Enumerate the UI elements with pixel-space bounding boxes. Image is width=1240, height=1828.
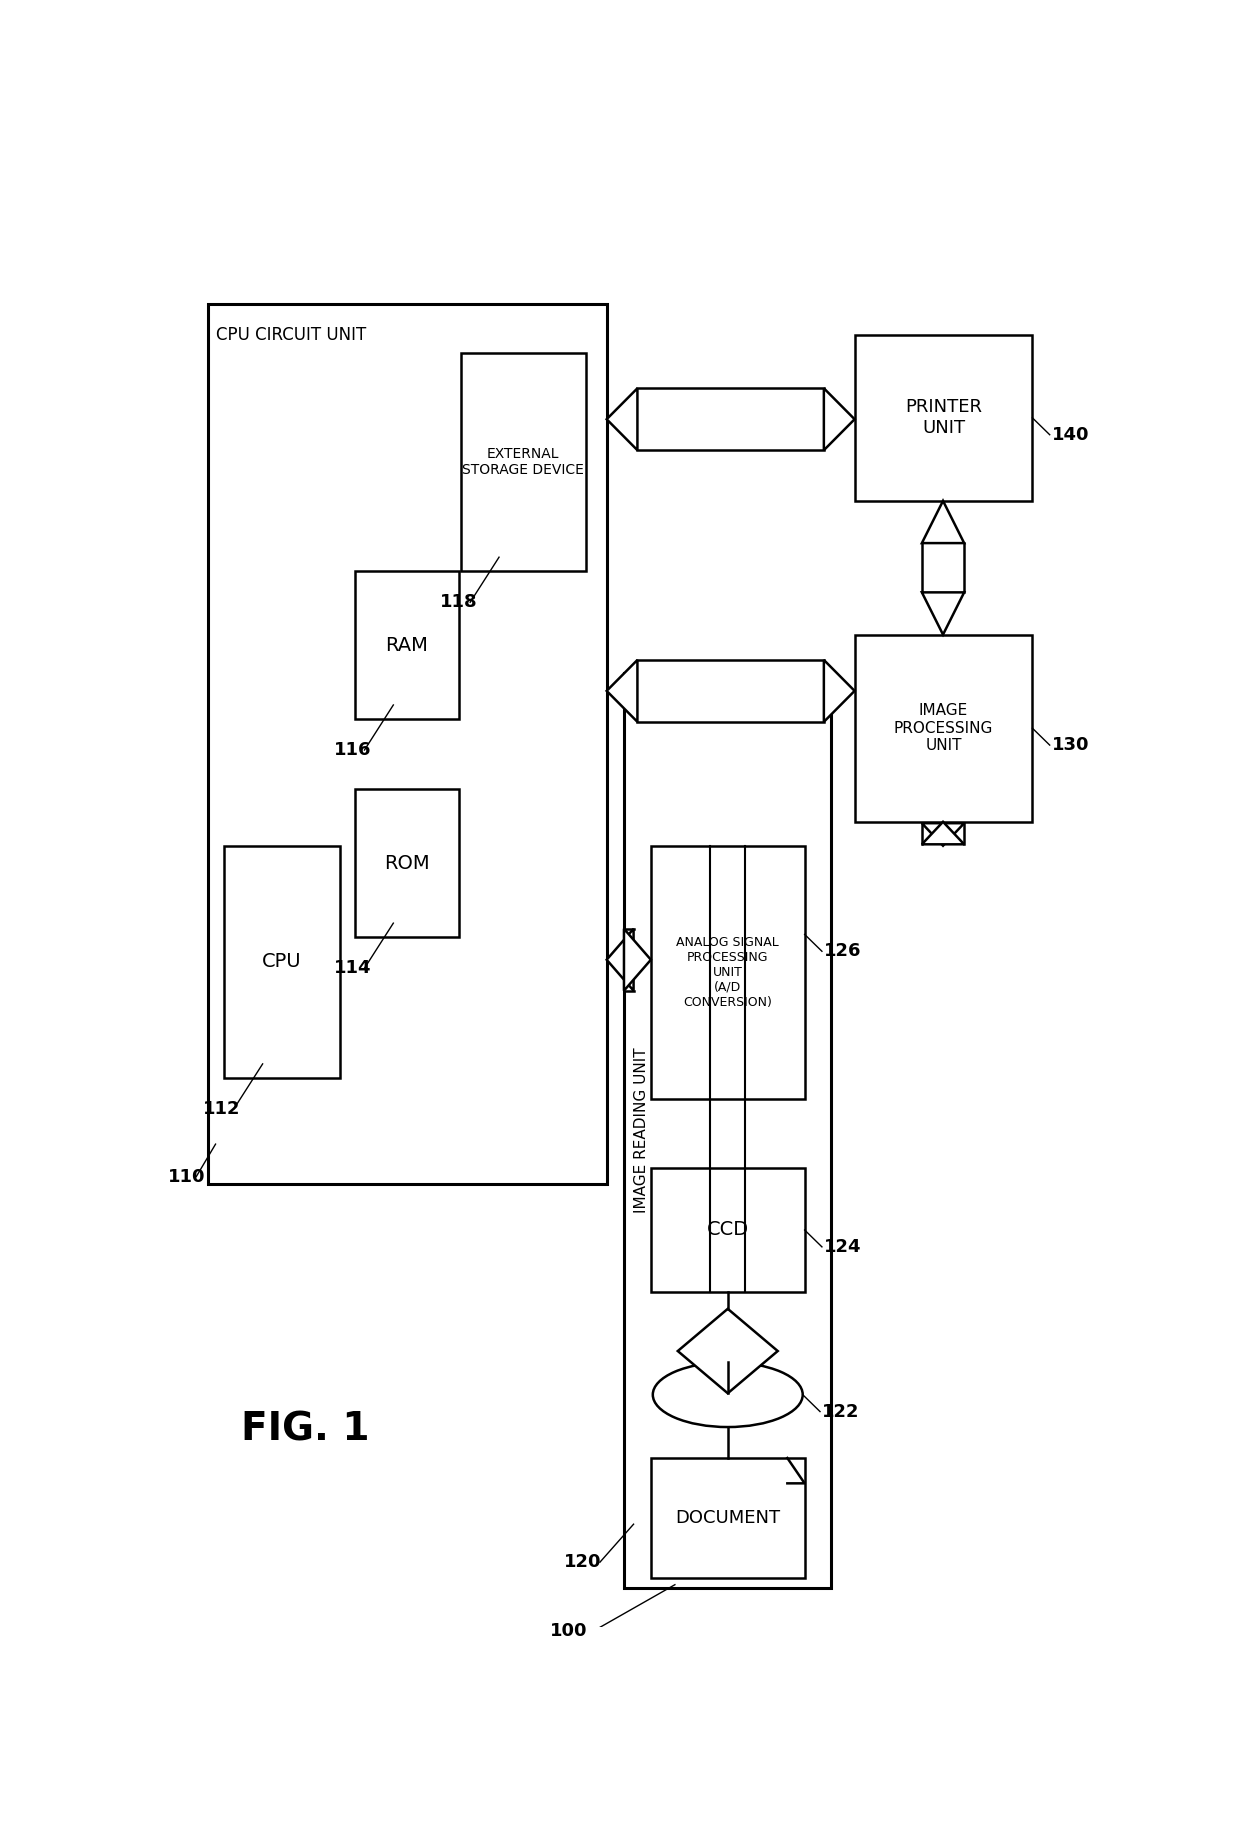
Text: CCD: CCD bbox=[707, 1221, 749, 1239]
Text: 116: 116 bbox=[334, 740, 371, 759]
Polygon shape bbox=[606, 388, 637, 450]
Polygon shape bbox=[606, 660, 637, 722]
Text: FIG. 1: FIG. 1 bbox=[242, 1411, 370, 1450]
Bar bbox=[208, 303, 606, 1183]
Polygon shape bbox=[678, 1309, 777, 1393]
Bar bbox=[854, 335, 1033, 501]
Polygon shape bbox=[637, 388, 823, 450]
Bar bbox=[624, 673, 831, 1587]
Text: DOCUMENT: DOCUMENT bbox=[676, 1508, 780, 1526]
Text: CPU CIRCUIT UNIT: CPU CIRCUIT UNIT bbox=[216, 327, 366, 344]
Polygon shape bbox=[624, 929, 651, 991]
Bar bbox=[224, 846, 340, 1079]
Text: 100: 100 bbox=[551, 1621, 588, 1640]
Text: 124: 124 bbox=[823, 1238, 862, 1256]
Bar bbox=[355, 790, 459, 938]
Polygon shape bbox=[624, 929, 634, 991]
Text: EXTERNAL
STORAGE DEVICE: EXTERNAL STORAGE DEVICE bbox=[463, 448, 584, 477]
Polygon shape bbox=[921, 592, 965, 634]
Text: RAM: RAM bbox=[386, 636, 428, 654]
Polygon shape bbox=[606, 929, 634, 991]
Text: CPU: CPU bbox=[262, 952, 301, 971]
Text: 112: 112 bbox=[203, 1100, 241, 1119]
Ellipse shape bbox=[652, 1362, 802, 1428]
Polygon shape bbox=[921, 501, 965, 543]
Text: 130: 130 bbox=[1052, 737, 1089, 755]
Bar bbox=[460, 353, 585, 570]
Text: IMAGE
PROCESSING
UNIT: IMAGE PROCESSING UNIT bbox=[894, 704, 993, 753]
Bar bbox=[854, 634, 1033, 823]
Polygon shape bbox=[637, 660, 823, 722]
Text: PRINTER
UNIT: PRINTER UNIT bbox=[905, 399, 982, 437]
Polygon shape bbox=[921, 823, 965, 845]
Text: ROM: ROM bbox=[384, 854, 429, 872]
Bar bbox=[651, 846, 805, 1099]
Bar bbox=[651, 1168, 805, 1292]
Text: 126: 126 bbox=[823, 941, 862, 960]
Text: ANALOG SIGNAL
PROCESSING
UNIT
(A/D
CONVERSION): ANALOG SIGNAL PROCESSING UNIT (A/D CONVE… bbox=[676, 936, 779, 1009]
Polygon shape bbox=[921, 823, 965, 845]
Bar bbox=[651, 1459, 805, 1578]
Polygon shape bbox=[921, 543, 965, 592]
Bar bbox=[355, 570, 459, 718]
Text: 114: 114 bbox=[334, 960, 371, 978]
Polygon shape bbox=[823, 388, 854, 450]
Text: 140: 140 bbox=[1052, 426, 1089, 444]
Text: 110: 110 bbox=[167, 1168, 205, 1186]
Text: IMAGE READING UNIT: IMAGE READING UNIT bbox=[634, 1047, 649, 1212]
Text: 118: 118 bbox=[439, 594, 477, 611]
Polygon shape bbox=[823, 660, 854, 722]
Text: 122: 122 bbox=[822, 1402, 859, 1420]
Polygon shape bbox=[921, 823, 965, 846]
Text: 120: 120 bbox=[564, 1554, 601, 1572]
